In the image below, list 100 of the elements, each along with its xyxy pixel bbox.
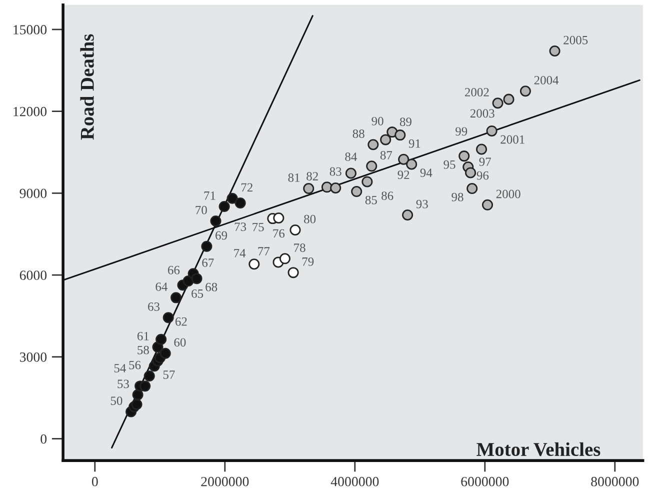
annotation: 64: [156, 282, 168, 291]
point: [486, 125, 498, 136]
annotation: 90: [372, 116, 384, 126]
x-tick-label: 4000000: [330, 476, 379, 486]
point: [191, 273, 202, 284]
point: [351, 186, 362, 198]
annotation: 93: [416, 200, 428, 208]
point: [330, 182, 342, 194]
y-tick-label: 15000: [14, 25, 47, 34]
annotation: 72: [241, 183, 252, 192]
y-axis-title: Road Deaths: [80, 34, 94, 140]
point: [170, 292, 182, 304]
annotation: 81: [288, 173, 300, 182]
x-tick-label: 0: [92, 476, 98, 486]
annotation: 53: [118, 380, 129, 388]
annotation: 2005: [564, 36, 588, 44]
point: [132, 389, 144, 400]
point: [476, 144, 488, 155]
annotation: 96: [476, 171, 489, 180]
annotation: 92: [398, 170, 410, 180]
point: [402, 209, 414, 221]
point: [549, 46, 560, 57]
y-tick-label: 12000: [14, 106, 47, 116]
point: [248, 258, 260, 270]
y-tick-label: 0: [40, 434, 47, 444]
point: [458, 150, 470, 162]
annotation: 75: [252, 222, 264, 232]
point: [234, 197, 246, 208]
annotation: 83: [330, 167, 342, 176]
annotation: 58: [138, 346, 149, 354]
y-tick-label: 6000: [20, 270, 47, 280]
annotation: 82: [306, 172, 318, 180]
annotation: 98: [452, 192, 464, 202]
annotation: 2004: [534, 76, 559, 84]
annotation: 89: [400, 118, 412, 126]
x-tick-label: 2000000: [201, 476, 249, 486]
annotation: 50: [110, 396, 122, 406]
annotation: 2003: [470, 109, 494, 118]
annotation: 57: [163, 370, 175, 379]
annotation: 74: [234, 249, 246, 258]
point: [394, 130, 406, 141]
annotation: 67: [202, 258, 214, 267]
point: [345, 168, 356, 179]
annotation: 86: [382, 192, 394, 200]
annotation: 78: [294, 244, 306, 252]
point: [366, 160, 378, 172]
point: [520, 86, 531, 97]
point: [290, 224, 301, 236]
point: [362, 176, 373, 188]
annotation: 68: [206, 282, 218, 292]
point: [144, 370, 155, 382]
point: [492, 98, 504, 109]
annotation: 2002: [464, 88, 489, 96]
annotation: 91: [408, 139, 420, 148]
point: [140, 380, 151, 392]
x-axis-title: Motor Vehicles: [476, 442, 600, 456]
point: [380, 134, 392, 146]
point: [279, 253, 290, 264]
annotation: 95: [444, 160, 456, 169]
y-tick-label: 3000: [20, 352, 47, 362]
annotation: 73: [234, 222, 246, 232]
point: [218, 201, 230, 212]
annotation: 97: [479, 158, 492, 166]
annotation: 60: [174, 338, 186, 347]
point: [303, 183, 314, 194]
annotation: 87: [380, 151, 392, 160]
point: [210, 215, 222, 227]
point: [226, 192, 238, 204]
point: [466, 183, 478, 194]
annotation: 99: [456, 127, 468, 136]
point: [201, 240, 212, 252]
point: [368, 139, 379, 150]
point: [398, 154, 410, 165]
annotation: 65: [192, 289, 204, 298]
annotation: 54: [114, 364, 126, 372]
annotation: 84: [345, 152, 357, 161]
annotation: 2000: [496, 190, 520, 198]
point: [162, 312, 174, 324]
annotation: 77: [258, 247, 270, 256]
annotation: 69: [216, 231, 228, 240]
x-tick-label: 8000000: [591, 476, 639, 486]
point: [131, 398, 142, 410]
annotation: 79: [302, 257, 314, 266]
annotation: 80: [304, 214, 316, 224]
point: [503, 94, 514, 105]
annotation: 88: [352, 129, 364, 138]
annotation: 66: [168, 266, 180, 274]
annotation: 56: [129, 360, 141, 370]
point: [156, 334, 167, 345]
annotation: 76: [273, 229, 285, 238]
annotation: 61: [137, 332, 149, 340]
point: [273, 212, 284, 224]
x-tick-label: 6000000: [461, 476, 509, 486]
annotation: 70: [196, 206, 207, 214]
y-tick-label: 9000: [20, 188, 47, 198]
point: [288, 267, 299, 278]
annotation: 94: [420, 168, 432, 177]
point: [465, 167, 476, 178]
annotation: 62: [175, 317, 187, 326]
annotation: 2001: [500, 135, 524, 144]
